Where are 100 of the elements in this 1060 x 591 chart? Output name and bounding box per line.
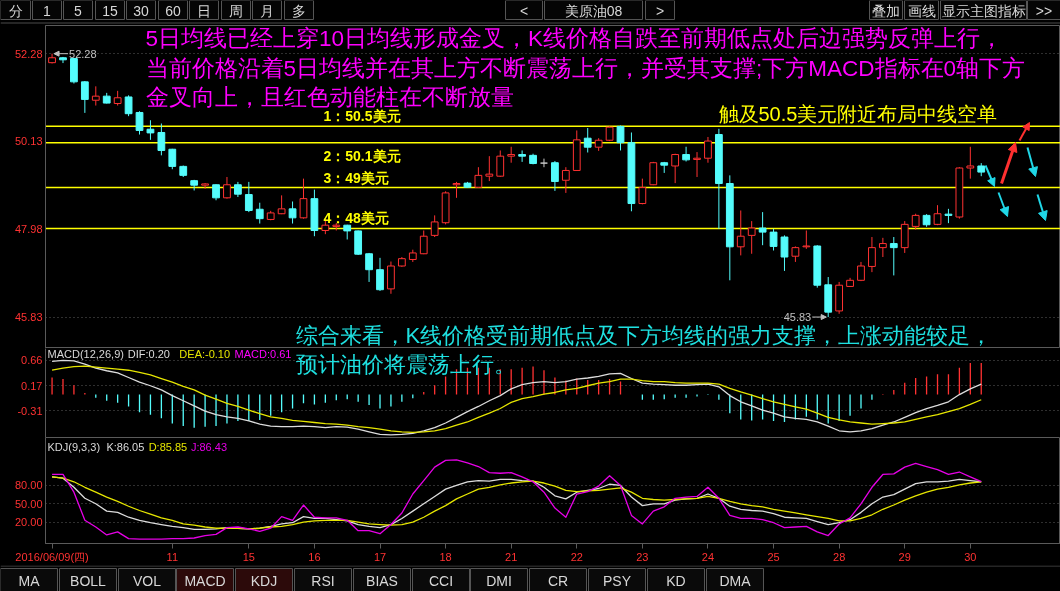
annotation: MACD:0.61: [234, 348, 292, 360]
x-tick-label: 11: [166, 550, 179, 563]
text: <: [519, 3, 529, 19]
text: PSY: [602, 573, 632, 589]
text: K:86.05: [106, 440, 145, 453]
text: DEA:-0.10: [179, 348, 231, 360]
legend-title: MACD(12,26,9): [47, 348, 124, 360]
x-tick-label: 22: [570, 550, 583, 563]
candlestick: [201, 182, 209, 190]
candlestick: [868, 236, 876, 273]
candlestick: [736, 209, 745, 256]
y-tick-label: 47.98: [14, 223, 43, 236]
text: 叠加: [872, 3, 900, 19]
candlestick: [671, 153, 680, 184]
candlestick: [518, 149, 527, 163]
text: J:86.43: [190, 440, 228, 453]
candlestick: [780, 234, 789, 272]
candlestick: [80, 80, 89, 114]
text: 周: [229, 3, 243, 19]
text: 15: [102, 3, 118, 19]
candlestick: [966, 146, 975, 180]
text: 日: [197, 3, 211, 19]
y-tick-label: 0.17: [21, 379, 43, 392]
y-tick-label: 80.00: [14, 479, 43, 492]
candlestick: [157, 123, 166, 156]
y-tick-label: 0.66: [21, 354, 43, 367]
text: BOLL: [70, 573, 107, 589]
candlestick: [638, 178, 647, 205]
line-series: [51, 459, 982, 540]
candlestick: [900, 220, 909, 254]
x-tick-label: 2016/06/09(四): [15, 550, 89, 563]
y-tick-label: 45.83: [14, 311, 43, 324]
y-tick-label: 52.28: [14, 47, 43, 60]
candlestick: [583, 127, 592, 153]
candlestick: [387, 261, 395, 295]
text: 显示主图指标: [941, 3, 1026, 19]
candlestick: [889, 236, 898, 276]
x-tick-label: 21: [505, 550, 518, 563]
text: MACD: [184, 573, 226, 589]
candlestick: [551, 160, 559, 192]
text: 画线: [907, 3, 936, 19]
x-tick-label: 24: [701, 550, 715, 563]
text: 30: [133, 3, 149, 19]
text: VOL: [132, 573, 162, 589]
candlestick: [430, 214, 439, 238]
x-tick-label: 28: [833, 550, 846, 563]
candlestick: [299, 178, 308, 220]
candlestick: [255, 202, 264, 225]
ref-line-label: 2：50.1美元: [323, 147, 401, 164]
candlestick: [747, 220, 756, 255]
candlestick: [758, 211, 767, 246]
candlestick: [91, 85, 100, 107]
text: BIAS: [366, 573, 398, 589]
text: D:85.85: [148, 440, 188, 453]
text: >: [655, 3, 665, 19]
annotation: 52.28: [69, 47, 97, 60]
x-tick-label: 17: [373, 550, 387, 563]
text: CR: [547, 573, 569, 589]
x-tick-label: 29: [898, 550, 911, 563]
x-tick-label: 18: [439, 550, 452, 563]
x-tick-label: 16: [308, 550, 321, 563]
candlestick: [616, 125, 625, 151]
text: KD: [666, 573, 686, 589]
text: 多: [292, 3, 306, 19]
legend-title: KDJ(9,3,3): [47, 440, 101, 453]
text: RSI: [311, 573, 335, 589]
candlestick: [135, 110, 144, 136]
candlestick: [365, 252, 373, 283]
candlestick: [223, 176, 231, 200]
y-tick-label: 50.00: [14, 497, 43, 510]
candlestick: [124, 94, 133, 117]
text: MA: [18, 573, 41, 589]
text: KDJ: [250, 573, 278, 589]
candlestick: [59, 56, 67, 64]
ref-line-label: 4：48美元: [323, 210, 389, 227]
text: 分: [8, 3, 23, 19]
y-tick-label: -0.31: [17, 404, 43, 417]
text: 月: [260, 3, 274, 19]
annotation: 当前价格沿着5日均线并在其上方不断震荡上行，并受其支撑;下方MACD指标在0轴下方: [145, 55, 1026, 81]
x-tick-label: 30: [964, 550, 977, 563]
text: DMI: [486, 573, 512, 589]
candlestick: [244, 181, 253, 213]
candlestick: [769, 228, 778, 251]
series-label: DIF:0.20: [127, 348, 170, 360]
ref-line-label: 3：49美元: [323, 169, 389, 186]
ref-line-label: 1：50.5美元: [323, 108, 401, 125]
text: >>: [1035, 3, 1053, 19]
candlestick: [704, 136, 712, 164]
candlestick: [146, 119, 155, 141]
line-series: [51, 476, 982, 531]
annotation: 预计油价将震荡上行。: [295, 352, 516, 377]
candlestick: [682, 146, 690, 162]
text: 60: [165, 3, 181, 19]
annotation: 45.83: [783, 311, 812, 324]
candlestick: [561, 166, 570, 194]
candlestick: [376, 257, 384, 292]
candlestick: [496, 149, 505, 178]
text: DMA: [719, 573, 752, 589]
candlestick: [878, 237, 887, 258]
text: 5: [74, 3, 83, 19]
